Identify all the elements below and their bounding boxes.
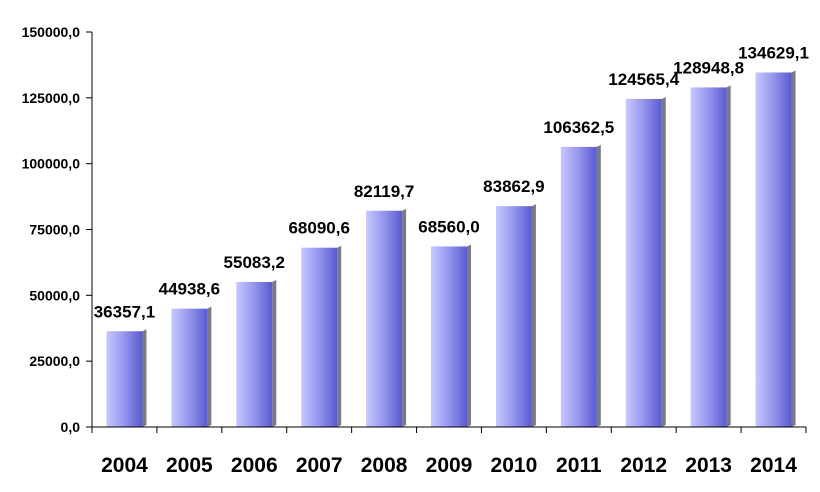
x-tick-label: 2007 (296, 454, 343, 477)
bar-2005 (171, 308, 208, 427)
bar-2006 (236, 281, 273, 427)
bar-shadow (596, 144, 601, 427)
data-label: 55083,2 (224, 253, 285, 272)
bar-shadows (142, 70, 796, 428)
bar-2009 (431, 246, 467, 427)
data-label: 128948,8 (673, 58, 744, 77)
x-tick-label: 2004 (101, 454, 148, 477)
y-tick-label: 50000,0 (29, 287, 80, 303)
y-tick-label: 100000,0 (22, 156, 81, 172)
bar-shadow (661, 96, 666, 427)
data-label: 124565,4 (608, 70, 679, 89)
data-label: 36357,1 (94, 302, 155, 321)
bar-2008 (366, 210, 403, 427)
bars (106, 72, 792, 428)
bar-shadow (402, 208, 407, 427)
data-label: 82119,7 (354, 182, 415, 201)
x-tick-label: 2010 (491, 454, 538, 477)
x-tick-label: 2005 (166, 454, 213, 477)
x-tick-label: 2006 (231, 454, 278, 477)
bar-shadow (791, 70, 796, 428)
bar-shadow (207, 306, 212, 427)
bar-shadow (272, 279, 277, 427)
bar-shadow (337, 245, 342, 427)
bar-shadow (467, 244, 471, 427)
data-label: 68090,6 (288, 219, 349, 238)
y-tick-label: 75000,0 (29, 222, 80, 238)
bar-shadow (531, 204, 536, 427)
y-tick-label: 0,0 (61, 419, 81, 435)
x-tick-label: 2008 (361, 454, 408, 477)
bar-2010 (495, 206, 532, 427)
y-axis-tick-labels: 0,0 25000,0 50000,0 75000,0 100000,0 125000,0… (22, 24, 81, 435)
y-tick-label: 125000,0 (22, 90, 81, 106)
x-tick-label: 2013 (685, 454, 732, 477)
x-tick-label: 2014 (750, 454, 797, 477)
x-axis-tick-labels: 2004 2005 2006 2007 2008 2009 2010 2011 2012 2013… (101, 454, 797, 477)
bar-2012 (625, 98, 662, 427)
bar-2011 (560, 146, 597, 427)
axes (86, 31, 807, 433)
bar-2004 (106, 331, 143, 427)
x-tick-label: 2012 (620, 454, 667, 477)
bar-shadow (726, 85, 731, 428)
bar-2007 (301, 247, 338, 427)
data-label: 106362,5 (543, 118, 614, 137)
data-label: 68560,0 (418, 217, 479, 236)
data-label: 134629,1 (738, 43, 809, 62)
bar-2014 (755, 72, 792, 428)
data-label: 83862,9 (483, 177, 544, 196)
x-tick-label: 2011 (556, 454, 602, 477)
y-tick-label: 25000,0 (29, 353, 80, 369)
bar-2013 (690, 87, 727, 428)
y-tick-label: 150000,0 (22, 24, 81, 40)
data-label: 44938,6 (159, 280, 220, 299)
bar-shadow (142, 329, 147, 427)
x-tick-label: 2009 (426, 454, 473, 477)
